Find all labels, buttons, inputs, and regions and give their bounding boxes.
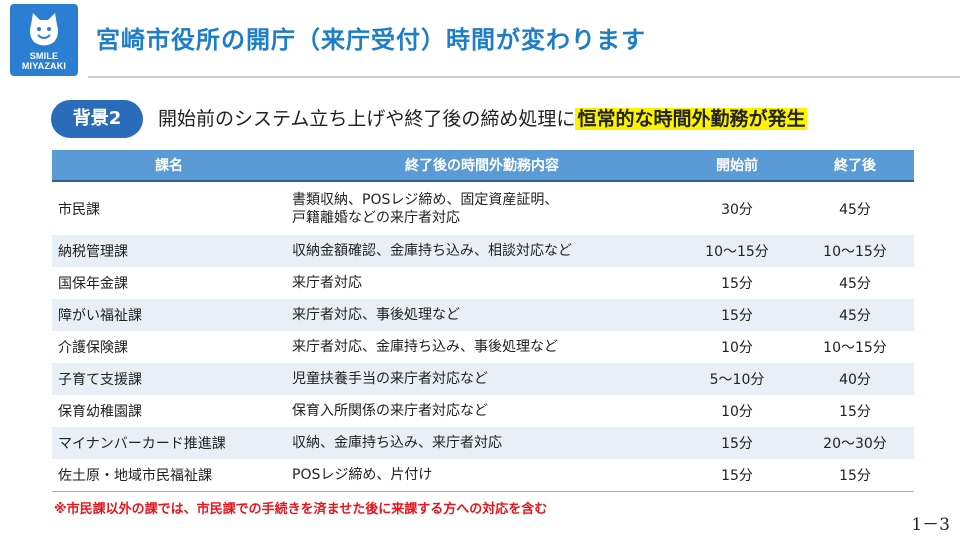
cell-before: 10分: [678, 395, 796, 427]
cell-department: 市民課: [52, 181, 286, 235]
smiling-cat-mascot-icon: [30, 13, 58, 46]
cell-department: 納税管理課: [52, 235, 286, 267]
header-before-start: 開始前: [678, 150, 796, 182]
cell-before: 10分: [678, 331, 796, 363]
page-number: 1－3: [911, 515, 950, 535]
table-header-row: 課名 終了後の時間外勤務内容 開始前 終了後: [52, 150, 914, 182]
cell-department: 佐土原・地域市民福祉課: [52, 459, 286, 492]
smile-miyazaki-logo: SMILE MIYAZAKI: [10, 4, 78, 76]
table-row: 子育て支援課 児童扶養手当の来庁者対応など 5～10分 40分: [52, 363, 914, 395]
footnote: ※市民課以外の課では、市民課での手続きを済ませた後に来課する方への対応を含む: [54, 502, 548, 517]
table-row: マイナンバーカード推進課 収納、金庫持ち込み、来庁者対応 15分 20～30分: [52, 427, 914, 459]
cell-before: 15分: [678, 427, 796, 459]
overtime-table: 課名 終了後の時間外勤務内容 開始前 終了後 市民課 書類収納、POSレジ締め、…: [52, 150, 914, 492]
cell-department: 介護保険課: [52, 331, 286, 363]
cell-department: 障がい福祉課: [52, 299, 286, 331]
cell-before: 15分: [678, 459, 796, 492]
cell-after: 10～15分: [796, 235, 914, 267]
cell-department: 保育幼稚園課: [52, 395, 286, 427]
cell-work-line1: 書類収納、POSレジ締め、固定資産証明、: [292, 191, 559, 208]
cell-after: 20～30分: [796, 427, 914, 459]
header-overtime-work: 終了後の時間外勤務内容: [286, 150, 678, 182]
cell-overtime-work: 書類収納、POSレジ締め、固定資産証明、 戸籍離婚などの来庁者対応: [286, 181, 678, 235]
cell-before: 15分: [678, 299, 796, 331]
table-row: 納税管理課 収納金額確認、金庫持ち込み、相談対応など 10～15分 10～15分: [52, 235, 914, 267]
cell-overtime-work: 保育入所関係の来庁者対応など: [286, 395, 678, 427]
cell-after: 45分: [796, 267, 914, 299]
cell-after: 40分: [796, 363, 914, 395]
cell-overtime-work: 来庁者対応、事後処理など: [286, 299, 678, 331]
cell-overtime-work: 児童扶養手当の来庁者対応など: [286, 363, 678, 395]
cell-after: 45分: [796, 181, 914, 235]
table-row: 介護保険課 来庁者対応、金庫持ち込み、事後処理など 10分 10～15分: [52, 331, 914, 363]
cell-before: 15分: [678, 267, 796, 299]
logo-text-miyazaki: MIYAZAKI: [21, 61, 67, 71]
cell-department: マイナンバーカード推進課: [52, 427, 286, 459]
logo-text-smile: SMILE: [29, 51, 59, 61]
cell-department: 国保年金課: [52, 267, 286, 299]
cell-before: 30分: [678, 181, 796, 235]
section-heading: 開始前のシステム立ち上げや終了後の締め処理に 恒常的な時間外勤務が発生: [158, 104, 808, 131]
cell-overtime-work: POSレジ締め、片付け: [286, 459, 678, 492]
cell-overtime-work: 収納金額確認、金庫持ち込み、相談対応など: [286, 235, 678, 267]
cell-after: 15分: [796, 459, 914, 492]
table-row: 市民課 書類収納、POSレジ締め、固定資産証明、 戸籍離婚などの来庁者対応 30…: [52, 181, 914, 235]
section-badge: 背景2: [51, 100, 143, 138]
table-row: 国保年金課 来庁者対応 15分 45分: [52, 267, 914, 299]
cell-overtime-work: 来庁者対応: [286, 267, 678, 299]
cell-department: 子育て支援課: [52, 363, 286, 395]
title-divider: [88, 76, 960, 78]
header-department: 課名: [52, 150, 286, 182]
header-after-close: 終了後: [796, 150, 914, 182]
section-heading-text: 開始前のシステム立ち上げや終了後の締め処理に: [158, 108, 576, 130]
section-heading-highlight: 恒常的な時間外勤務が発生: [575, 108, 808, 130]
cell-overtime-work: 来庁者対応、金庫持ち込み、事後処理など: [286, 331, 678, 363]
cell-after: 15分: [796, 395, 914, 427]
cell-after: 45分: [796, 299, 914, 331]
table-row: 佐土原・地域市民福祉課 POSレジ締め、片付け 15分 15分: [52, 459, 914, 492]
cell-overtime-work: 収納、金庫持ち込み、来庁者対応: [286, 427, 678, 459]
table-row: 障がい福祉課 来庁者対応、事後処理など 15分 45分: [52, 299, 914, 331]
cell-before: 10～15分: [678, 235, 796, 267]
page-title: 宮崎市役所の開庁（来庁受付）時間が変わります: [96, 26, 646, 54]
cell-before: 5～10分: [678, 363, 796, 395]
table-row: 保育幼稚園課 保育入所関係の来庁者対応など 10分 15分: [52, 395, 914, 427]
cell-after: 10～15分: [796, 331, 914, 363]
cell-work-line2: 戸籍離婚などの来庁者対応: [292, 209, 460, 226]
